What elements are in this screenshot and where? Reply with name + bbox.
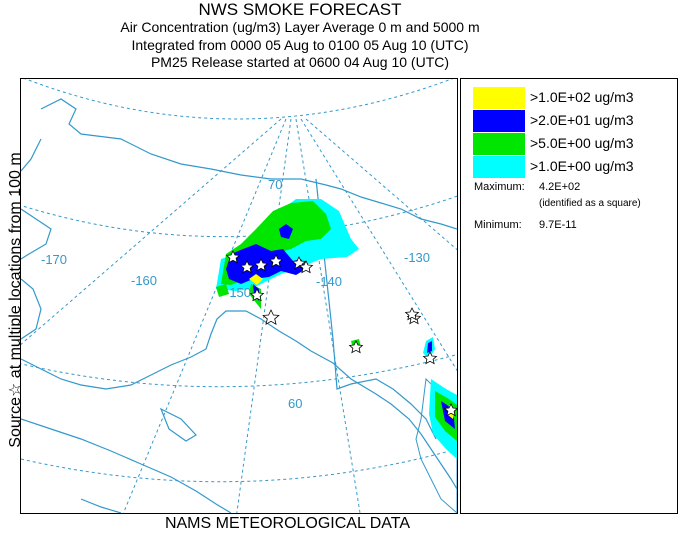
subtitle-line-3: PM25 Release started at 0600 04 Aug 10 (… bbox=[150, 54, 450, 70]
lon-label-160: -160 bbox=[131, 273, 157, 288]
subtitle-line-2: Integrated from 0000 05 Aug to 0100 05 A… bbox=[131, 37, 469, 53]
legend-label-1: >1.0E+02 ug/m3 bbox=[530, 89, 634, 105]
legend-label-2: >2.0E+01 ug/m3 bbox=[530, 112, 634, 128]
legend-swatch-2 bbox=[473, 110, 525, 132]
border-line bbox=[315, 178, 437, 440]
legend-swatch-3 bbox=[473, 133, 525, 155]
legend-swatch-4 bbox=[473, 156, 525, 178]
footer-label: NAMS METEOROLOGICAL DATA bbox=[164, 515, 411, 532]
legend-swatch-1 bbox=[473, 87, 525, 109]
lat-label-60: 60 bbox=[288, 396, 302, 411]
lon-label-130: -130 bbox=[404, 250, 430, 265]
lat-label-70: 70 bbox=[268, 177, 282, 192]
lon-label-170: -170 bbox=[41, 252, 67, 267]
smoke-map: -170 -160 -150 -140 -130 70 60 bbox=[20, 78, 458, 514]
lon-label-150: -150 bbox=[225, 285, 251, 300]
legend-panel: >1.0E+02 ug/m3 >2.0E+01 ug/m3 >5.0E+00 u… bbox=[460, 78, 678, 514]
graticule-labels: -170 -160 -150 -140 -130 70 60 bbox=[41, 177, 430, 411]
coastline bbox=[21, 98, 457, 513]
map-title: NWS SMOKE FORECAST bbox=[198, 0, 402, 19]
maximum-label: Maximum: bbox=[474, 181, 525, 193]
longitude-lines bbox=[21, 118, 457, 513]
maximum-value: 4.2E+02 bbox=[539, 181, 581, 193]
subtitle-line-1: Air Concentration (ug/m3) Layer Average … bbox=[120, 19, 480, 35]
legend-label-4: >1.0E+00 ug/m3 bbox=[530, 158, 634, 174]
lon-label-140: -140 bbox=[316, 274, 342, 289]
maximum-note: (identified as a square) bbox=[539, 198, 641, 209]
legend-label-3: >5.0E+00 ug/m3 bbox=[530, 135, 634, 151]
minimum-value: 9.7E-11 bbox=[539, 219, 577, 231]
minimum-label: Minimum: bbox=[474, 219, 522, 231]
source-markers bbox=[225, 250, 457, 417]
